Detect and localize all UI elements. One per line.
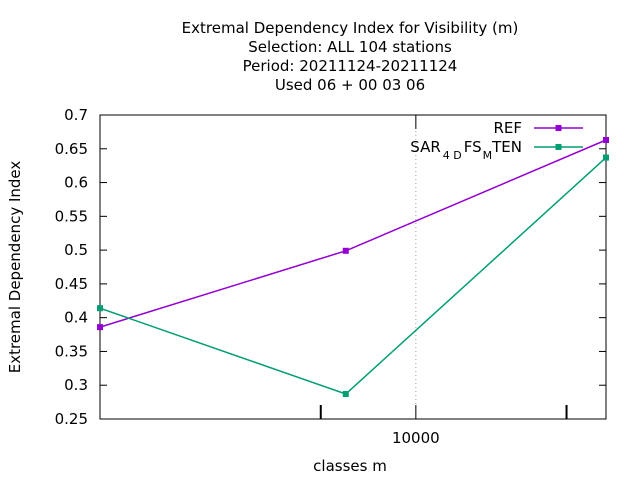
- title-line-3: Period: 20211124-20211124: [243, 57, 458, 75]
- y-tick-label-5: 0.5: [64, 241, 88, 259]
- series-1: [97, 154, 609, 398]
- title-line-4: Used 06 + 00 03 06: [275, 76, 425, 94]
- legend-label-sar-part-b: 4 D: [443, 149, 462, 162]
- legend-label-sar-part-a: SAR: [410, 138, 440, 156]
- chart-title: Extremal Dependency Index for Visibility…: [182, 19, 519, 94]
- title-line-1: Extremal Dependency Index for Visibility…: [182, 19, 519, 37]
- grid-lines: [100, 114, 606, 419]
- legend-label-sar-part-c: FS: [464, 138, 482, 156]
- y-tick-label-8: 0.65: [55, 140, 88, 158]
- series-line-0: [99, 139, 607, 328]
- legend-entry-sar: SAR 4 D FSMTEN: [410, 138, 583, 162]
- x-axis-ticks: 10000: [319, 115, 568, 447]
- title-line-2: Selection: ALL 104 stations: [248, 38, 452, 56]
- series-layer: [97, 136, 609, 398]
- series-1-point-0: [97, 305, 103, 312]
- legend-marker-ref: [555, 125, 562, 131]
- plot-frame: [99, 114, 607, 420]
- y-tick-label-0: 0.25: [55, 410, 88, 428]
- y-tick-label-9: 0.7: [64, 106, 88, 124]
- y-axis-label: Extremal Dependency Index: [6, 161, 24, 374]
- y-tick-label-2: 0.35: [55, 342, 88, 360]
- legend-label-sar-part-e: TEN: [491, 138, 522, 156]
- y-tick-label-7: 0.6: [64, 174, 88, 192]
- series-0-point-1: [342, 247, 349, 254]
- series-0-point-0: [97, 324, 103, 331]
- y-tick-label-4: 0.45: [55, 275, 88, 293]
- series-0: [97, 136, 609, 331]
- x-tick-label-0: 10000: [392, 429, 440, 447]
- legend-marker-sar: [555, 144, 562, 150]
- y-tick-label-6: 0.55: [55, 207, 88, 225]
- series-0-point-2: [603, 136, 609, 143]
- legend-label-ref: REF: [493, 119, 522, 137]
- legend-entry-ref: REF: [493, 119, 583, 137]
- series-1-point-2: [603, 154, 609, 161]
- x-axis-label: classes m: [313, 457, 387, 475]
- series-line-1: [99, 157, 607, 395]
- y-axis-ticks: 0.25 0.3 0.35 0.4 0.45 0.5 0.55 0.6 0.65 0.7: [55, 106, 606, 428]
- legend-label-sar-part-d: M: [483, 149, 493, 162]
- y-tick-label-3: 0.4: [64, 309, 88, 327]
- legend: REF SAR 4 D FSMTEN: [410, 119, 583, 162]
- series-1-point-1: [342, 391, 349, 398]
- legend-label-sar: SAR 4 D FSMTEN: [410, 138, 522, 162]
- y-tick-label-1: 0.3: [64, 376, 88, 394]
